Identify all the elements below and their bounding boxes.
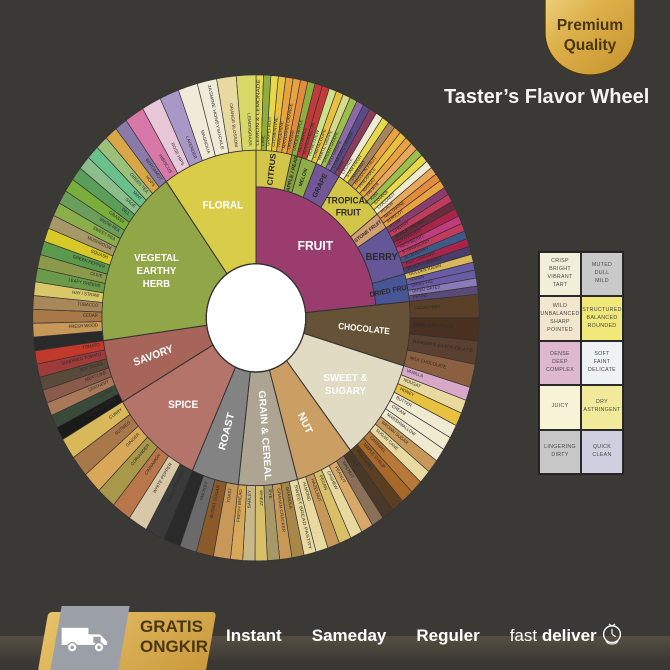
svg-text:SWEET &: SWEET & <box>324 372 368 383</box>
svg-text:EARTHY: EARTHY <box>137 266 177 277</box>
svg-text:VEGETAL: VEGETAL <box>134 253 179 264</box>
svg-text:FRUIT: FRUIT <box>298 239 334 254</box>
svg-text:LIME: LIME <box>260 135 265 146</box>
svg-text:WHEAT: WHEAT <box>259 490 264 507</box>
svg-text:BARLEY: BARLEY <box>247 490 252 508</box>
svg-text:SPICE: SPICE <box>168 400 198 411</box>
svg-text:Quality: Quality <box>564 37 617 54</box>
svg-text:HERB: HERB <box>143 279 170 290</box>
svg-text:Premium: Premium <box>557 17 623 34</box>
svg-text:FRUIT: FRUIT <box>336 207 362 217</box>
svg-text:SUGARY: SUGARY <box>325 386 366 397</box>
svg-text:RYE: RYE <box>267 489 272 499</box>
svg-text:FLORAL: FLORAL <box>203 200 244 211</box>
svg-text:BERRY: BERRY <box>366 252 398 263</box>
svg-text:CEDAR: CEDAR <box>83 312 98 317</box>
